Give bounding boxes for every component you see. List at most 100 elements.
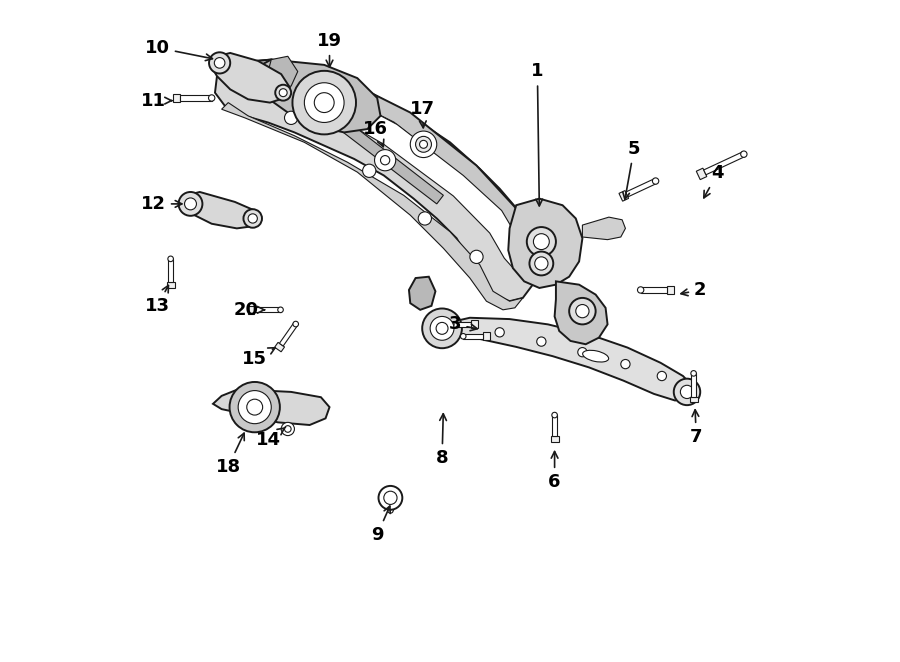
Circle shape — [281, 422, 294, 436]
Polygon shape — [451, 322, 472, 327]
Text: 14: 14 — [256, 427, 285, 449]
Text: 19: 19 — [317, 32, 342, 67]
Circle shape — [680, 385, 694, 399]
Circle shape — [652, 178, 659, 184]
Polygon shape — [248, 306, 254, 314]
Text: 7: 7 — [690, 410, 703, 446]
Polygon shape — [279, 322, 298, 346]
Circle shape — [363, 164, 376, 177]
Circle shape — [314, 93, 334, 113]
Circle shape — [526, 227, 556, 256]
Circle shape — [214, 58, 225, 68]
Text: 9: 9 — [371, 506, 391, 544]
Polygon shape — [180, 95, 211, 101]
Polygon shape — [689, 397, 698, 402]
Circle shape — [552, 412, 557, 418]
Polygon shape — [168, 259, 173, 282]
Text: 17: 17 — [410, 100, 435, 128]
Circle shape — [244, 209, 262, 228]
Polygon shape — [221, 103, 523, 310]
Circle shape — [529, 252, 554, 275]
Polygon shape — [582, 217, 626, 240]
Circle shape — [741, 151, 747, 158]
Circle shape — [238, 391, 271, 424]
Circle shape — [430, 316, 454, 340]
Polygon shape — [304, 98, 444, 204]
Text: 11: 11 — [141, 91, 172, 110]
Circle shape — [383, 491, 397, 504]
Polygon shape — [691, 373, 696, 397]
Polygon shape — [388, 494, 392, 510]
Circle shape — [691, 371, 697, 376]
Text: 12: 12 — [141, 195, 182, 213]
Circle shape — [419, 140, 428, 148]
Circle shape — [184, 198, 196, 210]
Circle shape — [436, 322, 448, 334]
Text: 16: 16 — [364, 120, 389, 147]
Circle shape — [292, 71, 356, 134]
Polygon shape — [174, 93, 180, 102]
Polygon shape — [211, 53, 290, 103]
Text: 13: 13 — [145, 285, 170, 315]
Polygon shape — [464, 334, 483, 338]
Circle shape — [536, 337, 546, 346]
Circle shape — [569, 298, 596, 324]
Circle shape — [284, 111, 298, 124]
Circle shape — [168, 256, 174, 261]
Polygon shape — [483, 332, 490, 340]
Polygon shape — [213, 389, 329, 425]
Polygon shape — [244, 71, 523, 270]
Text: 10: 10 — [145, 38, 212, 61]
Polygon shape — [641, 287, 667, 293]
Polygon shape — [235, 60, 533, 261]
Polygon shape — [619, 191, 628, 201]
Polygon shape — [386, 489, 394, 494]
Circle shape — [388, 508, 393, 513]
Circle shape — [304, 83, 344, 122]
Circle shape — [178, 192, 202, 216]
Circle shape — [410, 131, 436, 158]
Polygon shape — [508, 199, 582, 288]
Circle shape — [422, 308, 462, 348]
Circle shape — [374, 150, 396, 171]
Polygon shape — [554, 281, 608, 344]
Text: 1: 1 — [531, 62, 544, 206]
Circle shape — [381, 156, 390, 165]
Circle shape — [209, 95, 215, 101]
Circle shape — [534, 234, 549, 250]
Circle shape — [379, 486, 402, 510]
Polygon shape — [667, 286, 674, 294]
Polygon shape — [472, 320, 478, 328]
Circle shape — [495, 328, 504, 337]
Circle shape — [275, 85, 291, 101]
Text: 2: 2 — [681, 281, 706, 299]
Circle shape — [470, 250, 483, 263]
Circle shape — [209, 52, 230, 73]
Circle shape — [657, 371, 667, 381]
Polygon shape — [274, 342, 284, 352]
Circle shape — [576, 305, 589, 318]
Polygon shape — [166, 282, 175, 288]
Polygon shape — [436, 318, 694, 401]
Text: 8: 8 — [436, 414, 448, 467]
Polygon shape — [266, 56, 298, 89]
Circle shape — [284, 426, 291, 432]
Polygon shape — [704, 152, 745, 175]
Circle shape — [292, 321, 299, 327]
Circle shape — [248, 214, 257, 223]
Polygon shape — [409, 277, 436, 310]
Circle shape — [621, 359, 630, 369]
Polygon shape — [553, 415, 557, 436]
Circle shape — [674, 379, 700, 405]
Polygon shape — [215, 60, 539, 301]
Circle shape — [230, 382, 280, 432]
Text: 4: 4 — [704, 164, 724, 198]
Circle shape — [247, 399, 263, 415]
Polygon shape — [255, 60, 381, 132]
Polygon shape — [551, 436, 559, 442]
Polygon shape — [184, 192, 258, 228]
Text: 6: 6 — [548, 451, 561, 491]
Circle shape — [418, 212, 431, 225]
Polygon shape — [697, 168, 706, 179]
Text: 18: 18 — [216, 433, 244, 476]
